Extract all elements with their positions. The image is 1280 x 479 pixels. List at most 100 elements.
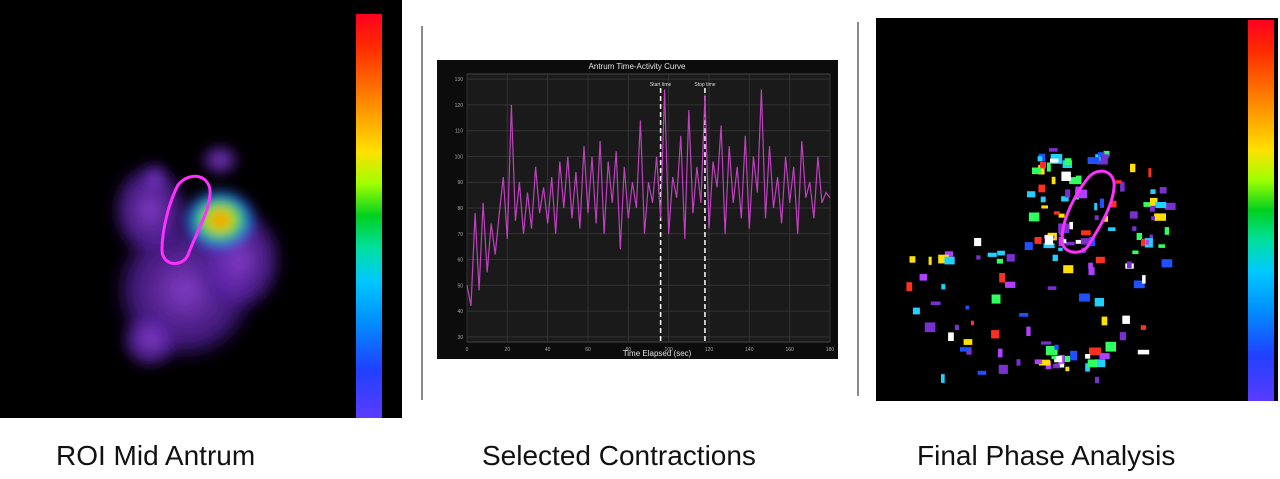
chart-annotations: Start time Stop time (650, 82, 716, 342)
speckle (1065, 366, 1070, 372)
speckle (1150, 197, 1158, 206)
speckle (1064, 355, 1071, 362)
speckle (1161, 259, 1173, 268)
speckle (1105, 341, 1116, 352)
speckle (1070, 350, 1078, 361)
speckle (991, 294, 1001, 304)
speckle (1094, 203, 1098, 211)
speckle (991, 330, 1000, 339)
x-tick-label: 120 (705, 347, 714, 353)
speckle (1032, 167, 1041, 175)
speckle (1141, 238, 1145, 247)
speckle (944, 251, 954, 257)
y-tick-label: 50 (457, 283, 463, 289)
speckle (1037, 156, 1043, 162)
speckle (1115, 180, 1122, 184)
speckle (1108, 227, 1116, 231)
speckle (1085, 363, 1090, 372)
divider (421, 26, 423, 400)
speckle (1095, 256, 1105, 263)
speckle (948, 332, 954, 341)
speckle (928, 256, 932, 265)
speckle (1103, 216, 1108, 222)
speckle (1061, 196, 1069, 202)
speckle (1005, 281, 1016, 288)
y-tick-label: 100 (455, 154, 464, 160)
speckle (1051, 355, 1056, 360)
x-tick-label: 60 (585, 347, 591, 353)
speckle (1040, 196, 1046, 203)
speckle (1064, 158, 1072, 165)
speckle (1028, 212, 1040, 222)
speckle (1034, 237, 1042, 244)
speckle (1061, 171, 1071, 181)
x-tick-label: 80 (626, 347, 632, 353)
speckle (1044, 234, 1054, 245)
speckle (1122, 315, 1130, 324)
speckle (1038, 184, 1046, 193)
speckle (1054, 211, 1060, 215)
chart-title: Antrum Time-Activity Curve (589, 62, 686, 71)
speckle (1095, 376, 1099, 384)
speckle (1065, 241, 1075, 246)
speckle (919, 273, 928, 281)
speckle (1140, 325, 1146, 330)
speckle (1110, 200, 1117, 208)
speckle (1054, 344, 1059, 350)
speckle (960, 347, 970, 352)
chart-x-axis-label: Time Elapsed (sec) (623, 349, 692, 358)
time-activity-chart: Start time Stop time 0 20 40 60 80 100 120 140 16… (437, 60, 838, 359)
speckle (944, 256, 955, 265)
speckle (1040, 161, 1046, 169)
speckle (1120, 181, 1125, 192)
speckle (912, 307, 920, 315)
color-scale-bar (1248, 20, 1274, 401)
speckle (1040, 341, 1051, 345)
speckle (1145, 240, 1149, 245)
speckle (1094, 298, 1104, 307)
x-tick-label: 160 (785, 347, 794, 353)
speckle (1058, 247, 1063, 251)
speckle (1149, 204, 1155, 212)
speckle (1019, 313, 1029, 317)
speckle (909, 256, 916, 263)
speckle (1043, 243, 1055, 249)
speckle (1075, 239, 1081, 244)
speckle (1095, 359, 1106, 368)
speckle (1164, 227, 1170, 235)
speckle (1096, 157, 1108, 165)
speckle (1038, 359, 1051, 366)
phase-speckles (906, 148, 1176, 384)
speckle (1069, 177, 1077, 185)
divider (857, 22, 859, 396)
speckle (1075, 175, 1082, 185)
speckle (974, 238, 982, 247)
speckle (930, 301, 941, 305)
speckle (997, 250, 1005, 256)
y-tick-label: 80 (457, 206, 463, 212)
speckle (1081, 230, 1091, 236)
x-tick-label: 100 (664, 347, 673, 353)
speckle (998, 364, 1008, 374)
speckle (1052, 364, 1060, 369)
speckle (1103, 150, 1110, 157)
annotation-label: Stop time (694, 82, 715, 88)
caption-final-phase-analysis: Final Phase Analysis (917, 440, 1176, 471)
speckle (996, 258, 1003, 264)
speckle (1051, 176, 1056, 185)
x-tick-label: 180 (826, 347, 835, 353)
speckle (1065, 189, 1071, 198)
speckle (1159, 187, 1167, 194)
speckle (1151, 216, 1155, 221)
x-tick-label: 140 (745, 347, 754, 353)
speckle (1058, 213, 1065, 218)
speckle (1080, 238, 1091, 245)
speckle (1142, 275, 1146, 284)
speckle (924, 322, 936, 333)
speckle (941, 374, 945, 383)
final-phase-analysis-image (876, 18, 1278, 401)
speckle (1006, 254, 1015, 262)
speckle (1063, 239, 1067, 244)
speckle (1154, 213, 1166, 221)
speckle (1101, 154, 1109, 159)
